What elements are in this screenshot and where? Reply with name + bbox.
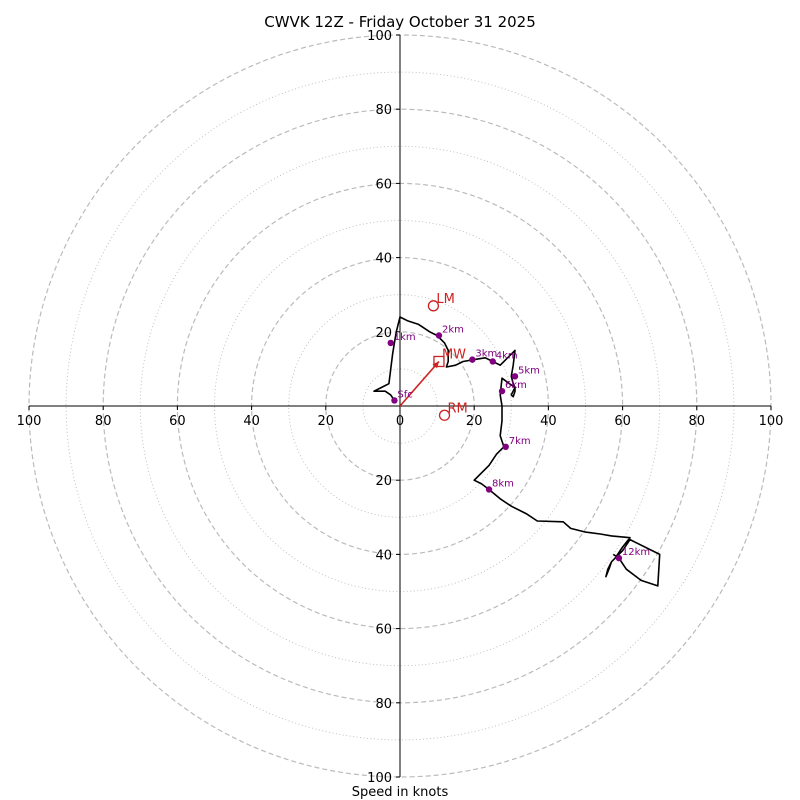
height-marker-label: Sfc — [397, 389, 412, 400]
y-tick-label: 20 — [375, 326, 392, 341]
height-marker-point — [485, 486, 493, 493]
height-marker-label: 5km — [518, 365, 540, 376]
x-axis-label: Speed in knots — [352, 785, 449, 800]
x-tick-label: 60 — [614, 414, 631, 429]
height-marker-label: 12km — [622, 547, 650, 558]
y-tick-label: 100 — [367, 29, 392, 44]
x-tick-label: 40 — [540, 414, 557, 429]
storm-motion-mw-marker — [433, 355, 445, 368]
height-marker-point — [391, 397, 398, 404]
height-marker-label: 1km — [394, 332, 416, 343]
height-marker-label: 4km — [496, 350, 518, 361]
x-tick-label: 80 — [689, 414, 706, 429]
x-tick-label: 80 — [95, 414, 112, 429]
x-tick-label: 0 — [396, 414, 404, 429]
x-tick-label: 20 — [466, 414, 483, 429]
height-marker-label: 7km — [509, 436, 531, 447]
storm-motion-lm-marker — [427, 300, 440, 312]
x-tick-label: 100 — [17, 414, 42, 429]
height-marker-point — [615, 554, 623, 562]
y-tick-label: 60 — [375, 623, 392, 638]
storm-motion-lm-label: LM — [436, 292, 454, 307]
height-marker-label: 3km — [475, 349, 497, 360]
height-marker-point — [502, 443, 509, 451]
storm-motion-rm-marker — [438, 409, 451, 421]
y-tick-label: 100 — [367, 771, 392, 786]
shear-vector-arrow — [399, 360, 440, 407]
chart-title: CWVK 12Z - Friday October 31 2025 — [264, 13, 536, 31]
height-marker-label: 2km — [442, 325, 464, 336]
y-tick-label: 60 — [375, 177, 392, 192]
storm-motion-mw-label: MW — [442, 347, 466, 362]
storm-motion-rm-label: RM — [448, 401, 468, 416]
height-marker-point — [387, 339, 394, 347]
y-tick-label: 40 — [375, 548, 392, 563]
tick-labels: 100 80 60 40 20 0 20 40 60 80 100 20 40 60 80 100 20 40 60… — [17, 29, 784, 786]
height-marker-point — [469, 356, 476, 363]
height-marker-point — [498, 387, 506, 395]
y-tick-label: 80 — [375, 103, 392, 118]
height-marker-point — [435, 332, 443, 339]
y-tick-label: 40 — [375, 252, 392, 267]
x-tick-label: 20 — [318, 414, 335, 429]
height-marker-label: 6km — [505, 380, 527, 391]
height-marker-point — [489, 358, 496, 365]
x-tick-label: 60 — [169, 414, 186, 429]
height-marker-label: 8km — [492, 478, 514, 489]
x-tick-label: 40 — [243, 414, 260, 429]
storm-motions: LM MW RM — [399, 292, 468, 421]
height-marker-point — [511, 373, 519, 380]
x-tick-label: 100 — [759, 414, 784, 429]
y-tick-label: 80 — [375, 697, 392, 712]
y-tick-label: 20 — [375, 474, 392, 489]
